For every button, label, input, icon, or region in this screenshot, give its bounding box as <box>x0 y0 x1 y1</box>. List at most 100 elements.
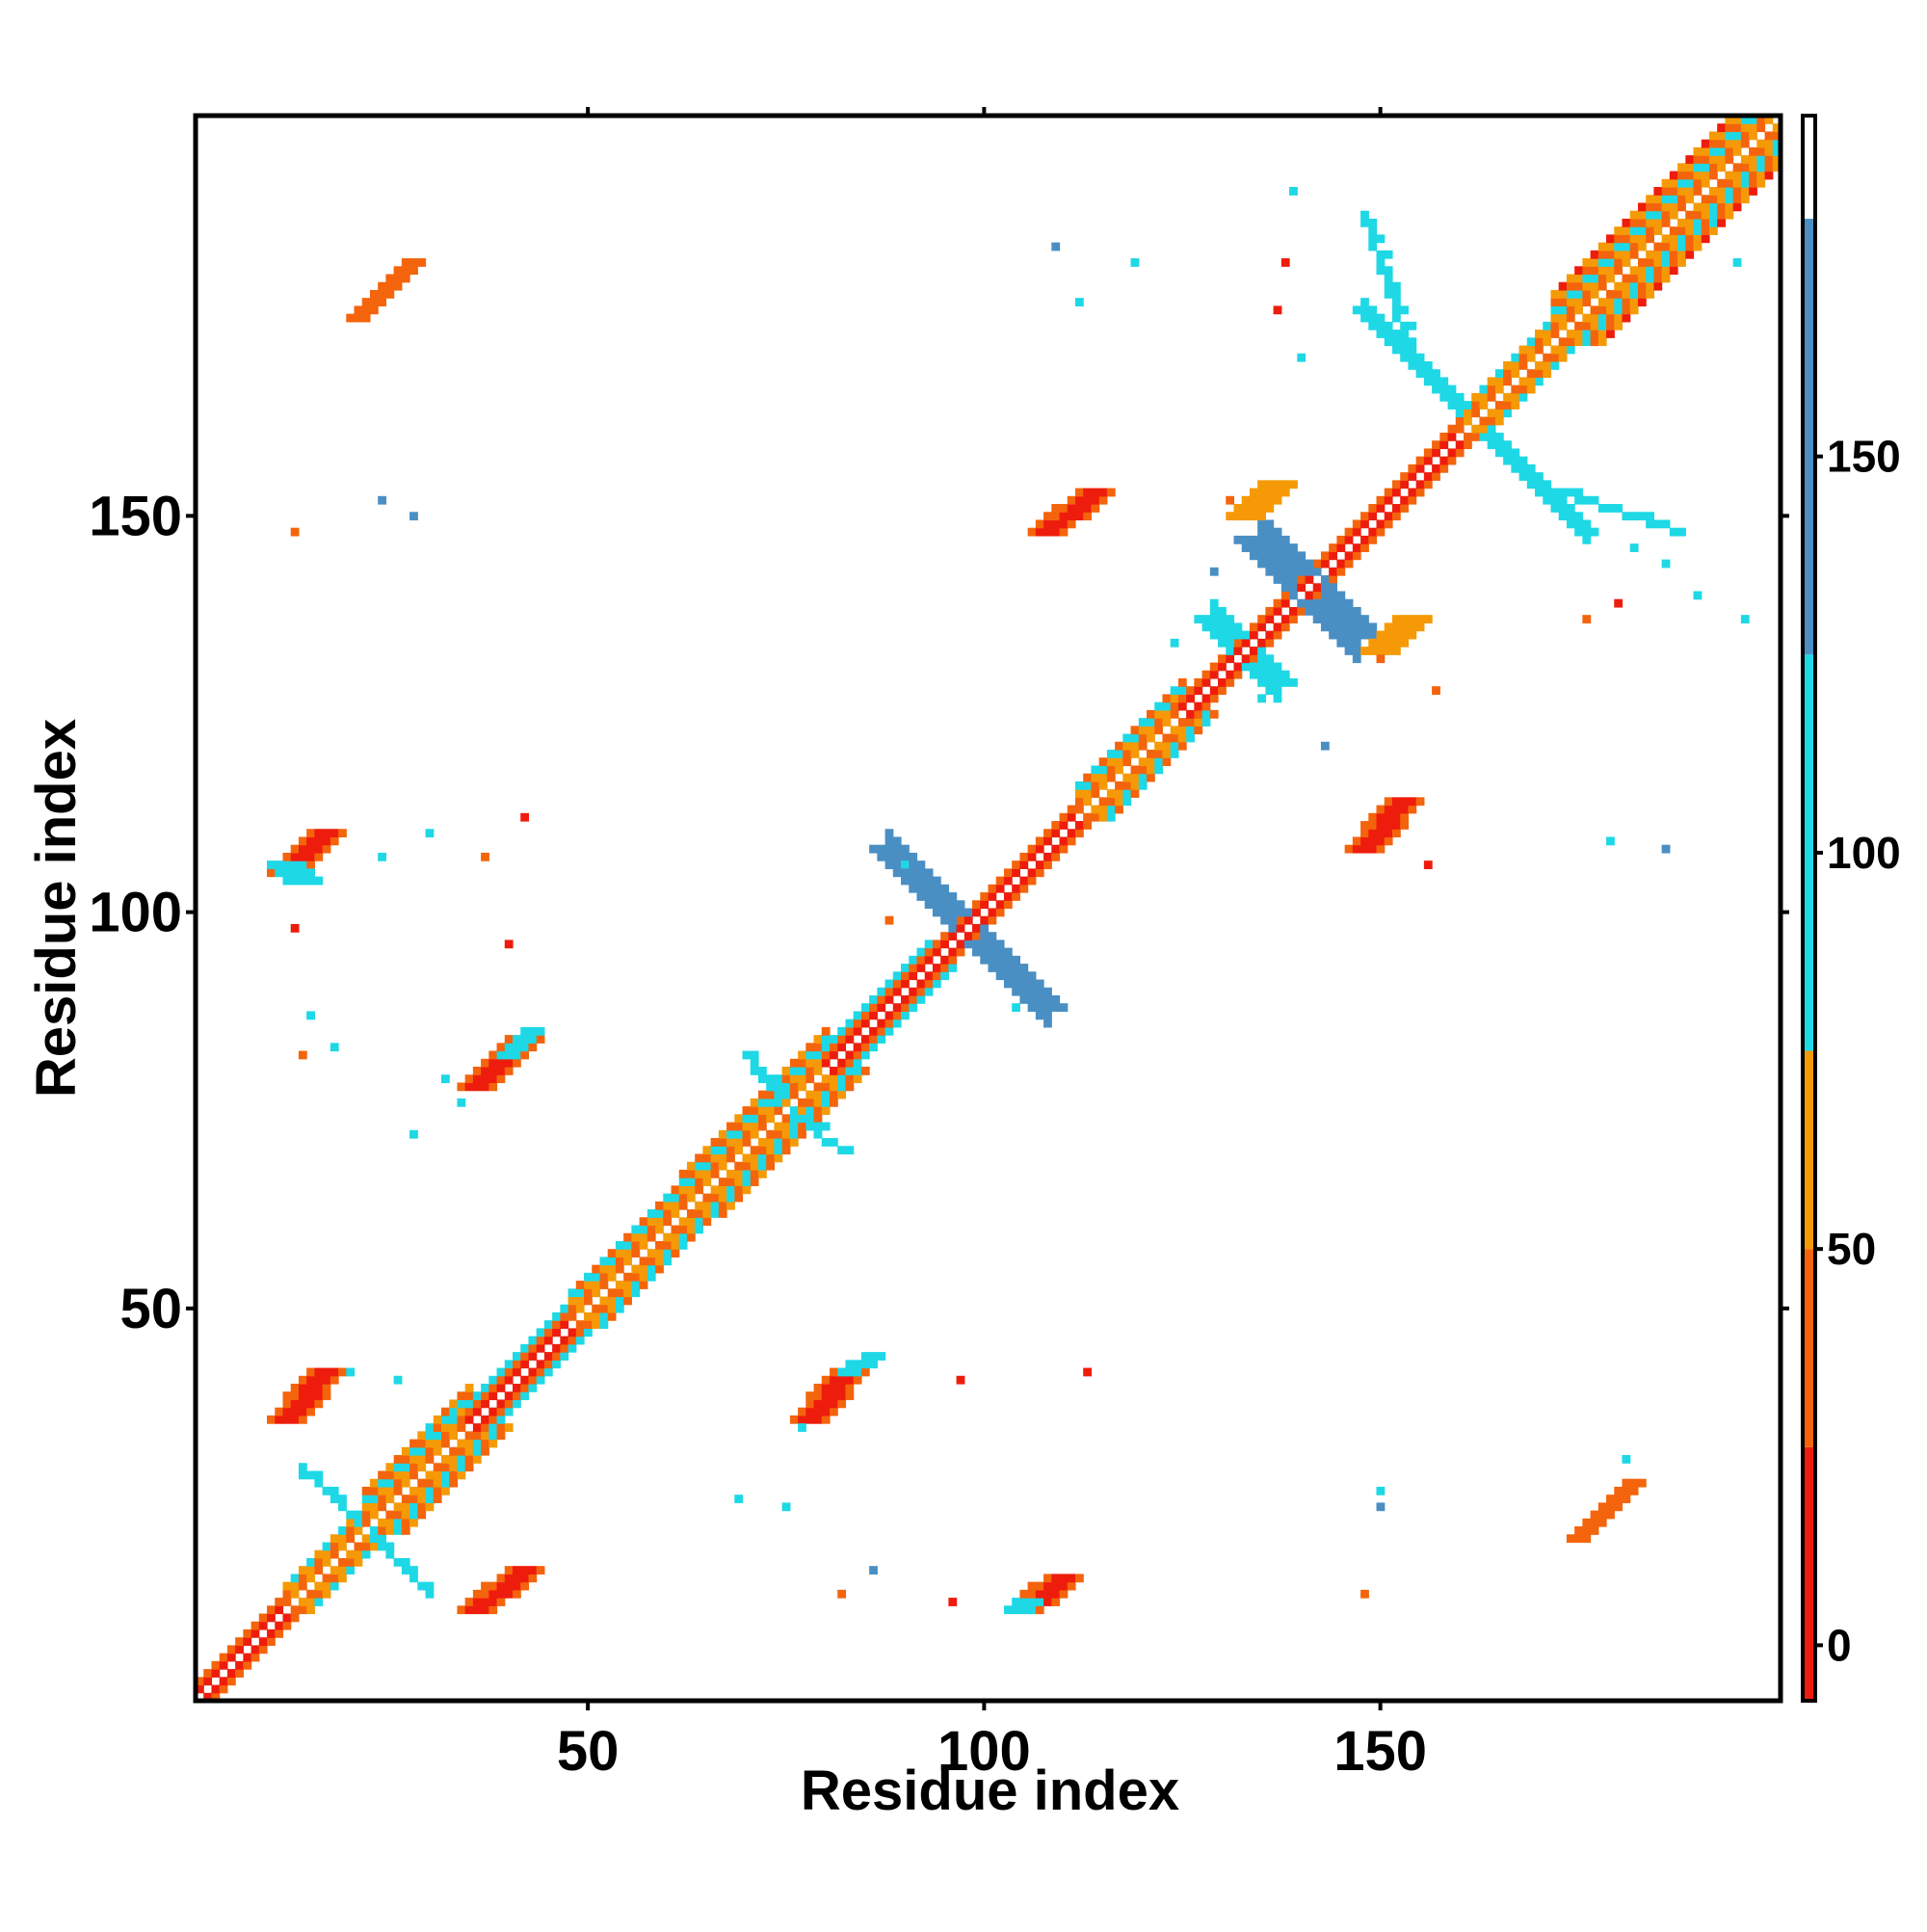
heatmap-cell <box>1415 480 1425 490</box>
heatmap-cell <box>1550 330 1560 338</box>
heatmap-cell <box>813 1415 823 1424</box>
heatmap-cell <box>1265 535 1275 544</box>
heatmap-cell <box>1597 266 1607 276</box>
heatmap-cell <box>1012 1003 1020 1013</box>
heatmap-cell <box>1415 360 1425 370</box>
heatmap-cell <box>1543 321 1552 331</box>
heatmap-cell <box>1035 1003 1044 1013</box>
heatmap-cell <box>1764 163 1774 172</box>
heatmap-cell <box>449 1399 459 1409</box>
heatmap-cell <box>306 1574 315 1583</box>
heatmap-cell <box>1582 298 1592 306</box>
heatmap-cell <box>845 1019 855 1028</box>
heatmap-cell <box>1265 495 1275 505</box>
heatmap-cell <box>1653 258 1663 267</box>
heatmap-cell <box>1336 615 1346 623</box>
heatmap-cell <box>678 1201 688 1210</box>
heatmap-cell <box>481 1581 489 1591</box>
heatmap-cell <box>789 1106 799 1115</box>
heatmap-cell <box>995 876 1005 886</box>
colorbar-frame <box>1801 114 1817 1703</box>
heatmap-cell <box>298 1598 307 1606</box>
heatmap-cell <box>196 1684 204 1694</box>
heatmap-cell <box>1352 844 1361 854</box>
heatmap-cell <box>520 1581 530 1591</box>
heatmap-cell <box>789 1138 799 1147</box>
heatmap-cell <box>219 1660 228 1670</box>
heatmap-cell <box>369 289 379 299</box>
heatmap-cell <box>988 908 997 917</box>
heatmap-cell <box>1708 131 1718 141</box>
heatmap-cell <box>1455 424 1465 434</box>
heatmap-cell <box>1312 567 1322 576</box>
heatmap-cell <box>449 1415 459 1424</box>
heatmap-cell <box>742 1129 752 1139</box>
heatmap-cell <box>702 1169 712 1178</box>
heatmap-cell <box>1749 163 1757 172</box>
heatmap-cell <box>1122 757 1132 767</box>
heatmap-cell <box>1280 583 1290 593</box>
heatmap-cell <box>766 1138 776 1147</box>
heatmap-cell <box>346 1557 356 1567</box>
heatmap-cell <box>1732 258 1742 267</box>
heatmap-cell <box>647 1264 656 1274</box>
heatmap-cell <box>520 1343 530 1353</box>
heatmap-cell <box>543 1352 553 1361</box>
heatmap-cell <box>1646 512 1654 521</box>
heatmap-cell <box>607 1249 617 1257</box>
heatmap-cell <box>472 1399 482 1409</box>
heatmap-cell <box>1494 384 1504 394</box>
heatmap-cell <box>1043 512 1052 521</box>
heatmap-cell <box>1614 234 1623 244</box>
heatmap-cell <box>647 1217 656 1227</box>
heatmap-cell <box>592 1272 601 1282</box>
heatmap-cell <box>1701 163 1710 172</box>
heatmap-cell <box>1740 171 1750 180</box>
heatmap-cell <box>496 1423 506 1432</box>
heatmap-cell <box>774 1153 783 1163</box>
heatmap-cell <box>513 1391 521 1401</box>
heatmap-cell <box>639 1232 648 1242</box>
heatmap-cell <box>520 1566 530 1575</box>
heatmap-cell <box>639 1217 648 1227</box>
heatmap-cell <box>1162 750 1172 758</box>
heatmap-cell <box>1257 615 1266 623</box>
heatmap-cell <box>306 852 315 861</box>
heatmap-cell <box>798 1067 806 1075</box>
heatmap-cell <box>298 852 307 861</box>
heatmap-cell <box>298 1581 307 1591</box>
heatmap-cell <box>821 1122 831 1131</box>
heatmap-cell <box>1280 543 1290 552</box>
heatmap-cell <box>1384 797 1393 807</box>
heatmap-cell <box>956 915 965 925</box>
heatmap-cell <box>805 1114 815 1124</box>
heatmap-cell <box>956 900 965 910</box>
heatmap-cell <box>1701 202 1710 212</box>
heatmap-cell <box>1464 440 1472 450</box>
heatmap-cell <box>513 1035 521 1044</box>
heatmap-cell <box>655 1217 664 1227</box>
heatmap-cell <box>599 1264 609 1274</box>
heatmap-cell <box>1130 781 1140 790</box>
heatmap-cell <box>1265 480 1275 490</box>
heatmap-cell <box>1543 369 1552 379</box>
heatmap-cell <box>393 1486 403 1495</box>
heatmap-cell <box>1035 1011 1044 1020</box>
heatmap-cell <box>528 1375 538 1385</box>
heatmap-cell <box>1717 155 1727 164</box>
heatmap-cell <box>306 1566 315 1575</box>
heatmap-cell <box>1582 266 1592 276</box>
heatmap-cell <box>488 1605 498 1615</box>
heatmap-cell <box>1115 805 1123 814</box>
heatmap-cell <box>1218 677 1227 687</box>
heatmap-cell <box>1320 591 1330 600</box>
heatmap-cell <box>980 940 990 949</box>
heatmap-cell <box>1035 987 1044 996</box>
heatmap-cell <box>742 1122 752 1131</box>
heatmap-cell <box>1218 622 1227 632</box>
heatmap-cell <box>385 281 395 291</box>
heatmap-cell <box>1201 701 1211 711</box>
heatmap-cell <box>1756 146 1766 156</box>
heatmap-cell <box>623 1281 632 1289</box>
heatmap-cell <box>552 1343 561 1353</box>
